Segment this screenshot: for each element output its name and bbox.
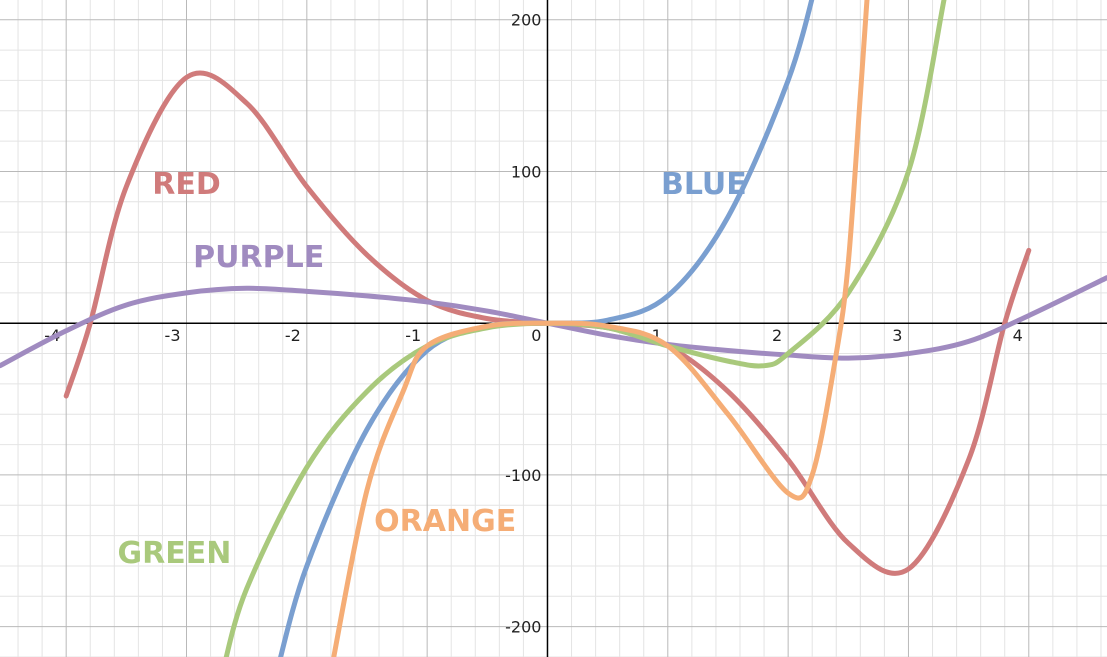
y-tick-label: 200 [511,11,542,30]
x-tick-label: -2 [285,326,301,345]
series-label-orange: ORANGE [374,504,516,539]
curve-orange [331,0,870,657]
x-tick-label: 1 [652,326,662,345]
x-tick-label: 3 [892,326,902,345]
series-labels: RED PURPLE BLUE GREEN ORANGE [118,167,747,571]
x-tick-label: 0 [531,326,541,345]
y-tick-label: 100 [511,162,542,181]
series-label-purple: PURPLE [193,240,324,275]
series-label-red: RED [152,167,221,202]
x-tick-label: 2 [772,326,782,345]
y-tick-label: -100 [505,466,541,485]
x-tick-label: -1 [405,326,421,345]
series-label-green: GREEN [118,536,232,571]
x-tick-label: -3 [165,326,181,345]
y-tick-label: -200 [505,618,541,637]
series-label-blue: BLUE [661,167,747,202]
x-tick-label: 4 [1013,326,1023,345]
